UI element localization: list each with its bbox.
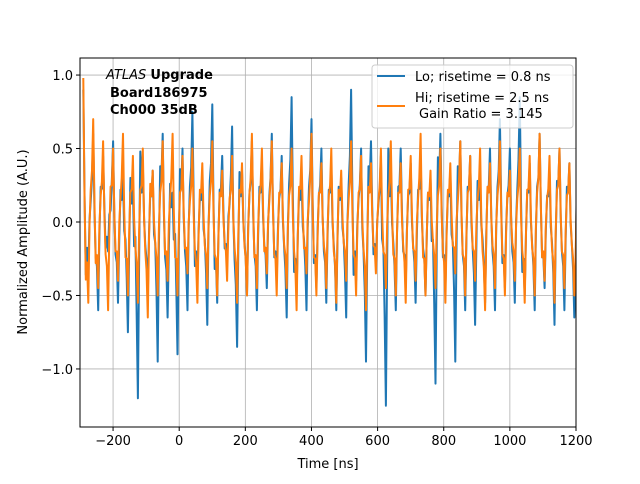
y-tick-label: 0.5 xyxy=(52,143,73,158)
ticks: −200 0 200 400 600 800 1000 1200 −1.0 −0.5 0.0 0.5 1… xyxy=(41,69,592,449)
atlas-annotation: ATLAS Upgrade Board186975 Ch000 35dB xyxy=(105,68,213,118)
annotation-upgrade: Upgrade xyxy=(150,68,213,83)
x-axis-label: Time [ns] xyxy=(296,457,358,472)
y-axis-label: Normalized Amplitude (A.U.) xyxy=(16,149,31,334)
x-tick-label: 600 xyxy=(365,434,390,449)
plot-frame xyxy=(79,57,577,428)
series-line-lo xyxy=(82,88,576,407)
legend-label-hi: Hi; risetime = 2.5 ns xyxy=(415,91,549,106)
y-tick-label: 1.0 xyxy=(52,69,73,84)
annotation-board: Board186975 xyxy=(110,86,208,101)
x-tick-label: −200 xyxy=(95,434,131,449)
legend-label-gain: Gain Ratio = 3.145 xyxy=(419,107,543,122)
series-line-hi xyxy=(82,77,576,319)
x-tick-label: 1000 xyxy=(493,434,526,449)
x-tick-label: 400 xyxy=(299,434,324,449)
x-tick-label: 200 xyxy=(233,434,258,449)
y-tick-label: −1.0 xyxy=(41,363,73,378)
y-tick-label: 0.0 xyxy=(52,216,73,231)
x-tick-label: 0 xyxy=(175,434,183,449)
legend: Lo; risetime = 0.8 ns Hi; risetime = 2.5… xyxy=(371,64,574,129)
annotation-channel: Ch000 35dB xyxy=(110,103,198,118)
x-tick-label: 1200 xyxy=(559,434,592,449)
legend-label-lo: Lo; risetime = 0.8 ns xyxy=(415,70,551,85)
x-tick-label: 800 xyxy=(431,434,456,449)
y-tick-label: −0.5 xyxy=(41,289,73,304)
annotation-atlas: ATLAS xyxy=(105,68,146,83)
series-lines xyxy=(82,77,576,407)
legend-box xyxy=(371,64,574,129)
svg-text:ATLAS Upgrade: ATLAS Upgrade xyxy=(105,68,213,83)
